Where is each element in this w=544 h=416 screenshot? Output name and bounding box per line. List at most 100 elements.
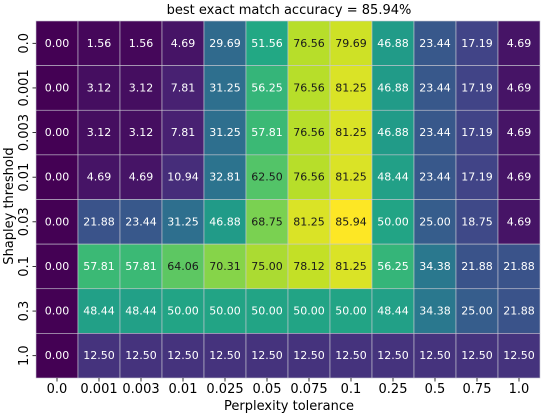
- heatmap-cell: [161, 20, 205, 66]
- heatmap-cell: [413, 333, 457, 379]
- x-tick-label: 1.0: [509, 382, 530, 397]
- heatmap-cell-label: 17.19: [461, 81, 493, 94]
- heatmap-cell: [413, 154, 457, 200]
- x-tick-label: 0.01: [169, 382, 198, 397]
- heatmap-cell-label: 85.94: [335, 215, 367, 228]
- heatmap-cell: [35, 199, 79, 245]
- heatmap-cell-label: 3.12: [87, 81, 112, 94]
- heatmap-cell-label: 31.25: [209, 81, 241, 94]
- heatmap-cell: [35, 109, 79, 156]
- heatmap-cell: [455, 333, 499, 379]
- x-tick-label: 0.075: [290, 382, 327, 397]
- heatmap-cell-label: 46.88: [377, 126, 409, 139]
- heatmap-cell-label: 64.06: [167, 260, 199, 273]
- heatmap-cell-label: 7.81: [171, 81, 196, 94]
- heatmap-cell: [77, 199, 121, 245]
- heatmap-cell-label: 12.50: [293, 349, 325, 362]
- heatmap-cell: [35, 243, 79, 290]
- heatmap-cell-label: 48.44: [377, 171, 409, 184]
- heatmap-cell-label: 81.25: [335, 81, 367, 94]
- heatmap-cell: [161, 109, 205, 156]
- heatmap-cell: [497, 333, 541, 379]
- heatmap-cell: [287, 333, 331, 379]
- heatmap-cell: [161, 333, 205, 379]
- heatmap-cell-label: 17.19: [461, 37, 493, 50]
- heatmap-cell: [245, 154, 289, 200]
- heatmap-cell-label: 50.00: [209, 305, 241, 318]
- heatmap-cell-label: 0.00: [45, 260, 70, 273]
- heatmap-cell-label: 50.00: [377, 215, 409, 228]
- heatmap-cell-label: 0.00: [45, 305, 70, 318]
- heatmap-cell-label: 4.69: [507, 81, 532, 94]
- heatmap-cell-label: 12.50: [83, 349, 115, 362]
- x-tick-label: 0.1: [341, 382, 362, 397]
- heatmap-cell-label: 81.25: [335, 171, 367, 184]
- heatmap-cell-label: 76.56: [293, 171, 325, 184]
- heatmap-cell-label: 4.69: [507, 215, 532, 228]
- heatmap-cell-label: 4.69: [507, 126, 532, 139]
- y-tick-label: 0.1: [17, 256, 32, 277]
- heatmap-cell: [287, 109, 331, 156]
- heatmap-cell-label: 12.50: [377, 349, 409, 362]
- heatmap-cell: [203, 65, 247, 111]
- heatmap-cell-label: 3.12: [129, 126, 154, 139]
- heatmap-cell: [455, 199, 499, 245]
- heatmap-cell: [119, 288, 163, 334]
- heatmap-cell: [287, 288, 331, 334]
- heatmap-cell-label: 21.88: [83, 215, 115, 228]
- heatmap-cell-label: 4.69: [507, 171, 532, 184]
- heatmap-cell-label: 50.00: [335, 305, 367, 318]
- heatmap-cell-label: 46.88: [209, 215, 241, 228]
- y-tick-label: 0.003: [17, 114, 32, 151]
- heatmap-cell: [77, 65, 121, 111]
- x-tick-label: 0.05: [253, 382, 282, 397]
- heatmap-cell: [287, 154, 331, 200]
- heatmap-cell: [35, 154, 79, 200]
- heatmap-cell-label: 7.81: [171, 126, 196, 139]
- x-tick-label: 0.5: [425, 382, 446, 397]
- heatmap-cell-label: 34.38: [419, 305, 451, 318]
- heatmap-cell-label: 12.50: [125, 349, 157, 362]
- x-tick-label: 0.001: [80, 382, 117, 397]
- heatmap-cell-label: 4.69: [171, 37, 196, 50]
- heatmap-cell: [245, 243, 289, 290]
- heatmap-cell: [161, 154, 205, 200]
- heatmap-cell-label: 57.81: [83, 260, 115, 273]
- heatmap-cell-label: 4.69: [507, 37, 532, 50]
- heatmap-cell: [161, 243, 205, 290]
- heatmap-cell-label: 12.50: [167, 349, 199, 362]
- heatmap-cell-label: 23.44: [125, 215, 157, 228]
- heatmap-cell-label: 25.00: [419, 215, 451, 228]
- heatmap-cell-label: 81.25: [335, 260, 367, 273]
- heatmap-cell: [413, 288, 457, 334]
- x-tick-label: 0.003: [122, 382, 159, 397]
- heatmap-cell-label: 0.00: [45, 37, 70, 50]
- heatmap-cell-label: 46.88: [377, 81, 409, 94]
- heatmap-cell: [497, 65, 541, 111]
- x-tick-label: 0.75: [463, 382, 492, 397]
- heatmap-cell: [497, 20, 541, 66]
- heatmap-cell: [77, 288, 121, 334]
- heatmap-cell-label: 32.81: [209, 171, 241, 184]
- heatmap-cell: [413, 20, 457, 66]
- heatmap-cell-label: 48.44: [377, 305, 409, 318]
- heatmap-cell-label: 50.00: [293, 305, 325, 318]
- heatmap-cell-label: 57.81: [251, 126, 283, 139]
- heatmap-cell: [119, 154, 163, 200]
- heatmap-cell-label: 29.69: [209, 37, 241, 50]
- heatmap-cell: [371, 243, 415, 290]
- heatmap-cell: [203, 199, 247, 245]
- x-tick-label: 0.025: [206, 382, 243, 397]
- heatmap-cell-label: 62.50: [251, 171, 283, 184]
- heatmap-cell-label: 12.50: [419, 349, 451, 362]
- heatmap-cell: [161, 288, 205, 334]
- heatmap-cell-label: 21.88: [503, 260, 535, 273]
- heatmap-cell-label: 21.88: [461, 260, 493, 273]
- heatmap-cell-label: 31.25: [209, 126, 241, 139]
- heatmap-cell-label: 0.00: [45, 215, 70, 228]
- heatmap-cell: [35, 288, 79, 334]
- heatmap-cell: [77, 20, 121, 66]
- y-tick-label: 0.3: [17, 301, 32, 322]
- heatmap-cell-label: 46.88: [377, 37, 409, 50]
- heatmap-cell: [287, 199, 331, 245]
